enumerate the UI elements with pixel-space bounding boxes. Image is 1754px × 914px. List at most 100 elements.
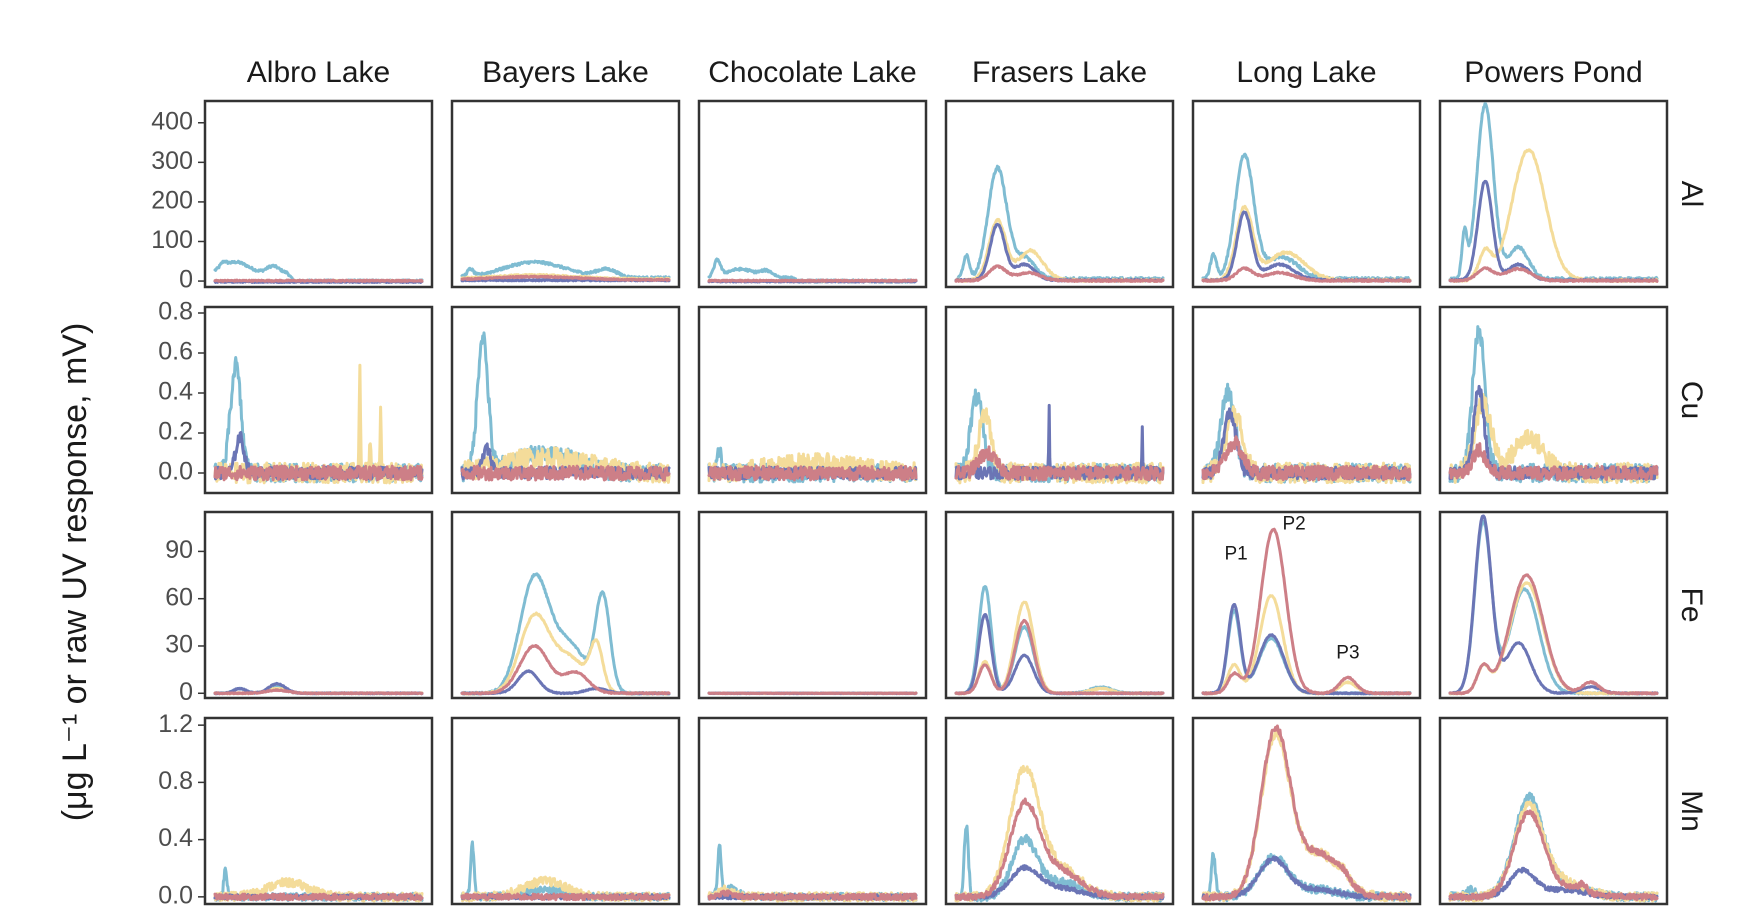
series-line [1448,791,1659,903]
series-line [460,644,671,696]
panel-Al-2 [697,99,928,289]
panel-Mn-5 [1438,716,1669,906]
panel-grid: 01002003004000.00.20.40.60.803060900.00.… [151,99,1669,909]
y-tick-label: 0 [179,678,193,706]
panel-frame [944,99,1175,289]
peak-label: P2 [1282,513,1305,534]
panel-frame [1438,305,1669,495]
panel-Cu-5 [1438,305,1669,495]
peak-label: P1 [1224,543,1247,564]
series-line [1448,442,1659,482]
y-tick-label: 0.4 [158,378,193,406]
y-axis-Al: 0 100 200 300 400 [151,107,205,294]
series-line [1201,608,1412,696]
panel-Cu-3 [944,305,1175,495]
panel-frame [203,510,434,700]
panel-Cu-0 [203,305,434,495]
panel-frame [1438,510,1669,700]
panel-frame [697,99,928,289]
series-line [954,618,1165,696]
row-label: Al [1675,181,1708,208]
series-line [707,889,918,902]
column-label: Powers Pond [1464,56,1642,89]
column-label: Bayers Lake [482,56,649,89]
series-line [460,446,671,484]
column-label: Chocolate Lake [708,56,916,89]
series-line [213,688,424,696]
panel-Cu-2 [697,305,928,495]
panel-frame [944,305,1175,495]
panel-Al-5 [1438,99,1669,289]
panel-Fe-5 [1438,510,1669,700]
panel-frame [203,99,434,289]
series-line [1201,724,1412,902]
y-tick-label: 60 [165,583,193,611]
y-tick-label: 0 [179,266,193,294]
panel-frame [1191,305,1422,495]
series-line [954,264,1165,283]
y-tick-label: 200 [151,187,193,215]
y-tick-label: 0.6 [158,338,193,366]
panel-Mn-2 [697,716,928,906]
y-tick-label: 400 [151,107,193,135]
y-tick-label: 100 [151,226,193,254]
series-line [1201,435,1412,482]
peak-label: P3 [1336,643,1359,664]
panel-frame [944,510,1175,700]
panel-Al-1 [450,99,681,289]
panel-Fe-3 [944,510,1175,700]
y-tick-label: 0.8 [158,767,193,795]
series-line [954,797,1165,902]
series-line [1201,603,1412,696]
series-line [1201,266,1412,283]
series-line [1448,266,1659,283]
y-tick-label: 0.0 [158,458,193,486]
panel-Mn-3 [944,716,1175,906]
series-line [1201,731,1412,903]
panel-frame [944,716,1175,906]
column-label: Long Lake [1236,56,1376,89]
panel-Fe-2 [697,510,928,700]
panel-frame [697,305,928,495]
series-line [460,464,671,482]
y-tick-label: 0.8 [158,298,193,326]
panel-Al-4 [1191,99,1422,289]
series-line [1448,809,1659,902]
row-label: Mn [1675,790,1708,832]
panel-Cu-1 [450,305,681,495]
row-label: Cu [1675,381,1708,419]
panel-Mn-0 [203,716,434,906]
panel-frame [450,305,681,495]
series-line [954,613,1165,696]
panel-Al-3 [944,99,1175,289]
row-labels: Al Cu Fe Mn [1675,181,1708,832]
panel-frame [1191,716,1422,906]
panel-Fe-4 [1191,510,1422,700]
series-line [460,892,671,902]
panel-Fe-1 [450,510,681,700]
row-label: Fe [1675,587,1708,622]
panel-frame [1191,510,1422,700]
panel-frame [203,305,434,495]
panel-frame [1438,99,1669,289]
series-line [954,585,1165,696]
series-line [213,464,424,482]
y-tick-label: 90 [165,536,193,564]
panel-Fe-0 [203,510,434,700]
panel-frame [1438,716,1669,906]
column-label: Albro Lake [247,56,390,89]
series-line [1448,148,1659,283]
series-line [707,464,918,482]
series-line [1201,527,1412,696]
panel-frame [450,99,681,289]
y-tick-label: 30 [165,631,193,659]
series-line [1448,573,1659,696]
y-axis-label: (μg L⁻¹ or raw UV response, mV) [56,323,94,822]
y-axis-Mn: 0.0 0.4 0.8 1.2 [158,710,205,909]
panel-frame [697,510,928,700]
series-line [460,274,671,282]
series-line [213,278,424,283]
series-line [707,278,918,283]
panel-Al-0 [203,99,434,289]
series-line [213,892,424,902]
